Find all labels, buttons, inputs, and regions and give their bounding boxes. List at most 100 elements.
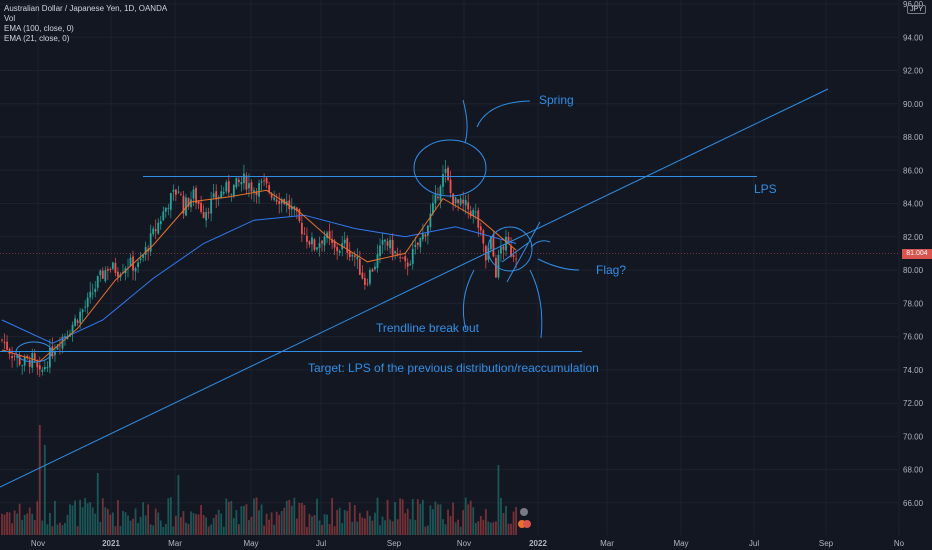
candle-body — [33, 353, 36, 361]
candle-body — [515, 258, 517, 260]
volume-bar — [404, 513, 407, 535]
candle-body — [394, 251, 397, 254]
volume-bar — [71, 505, 74, 535]
volume-bar — [295, 518, 298, 535]
volume-bar — [182, 511, 185, 535]
ema-100-label[interactable]: EMA (100, close, 0) — [4, 24, 74, 33]
candle-body — [220, 191, 223, 198]
volume-bar — [406, 508, 409, 535]
volume-bar — [142, 502, 145, 535]
candle-body — [278, 201, 281, 205]
volume-bar — [424, 526, 427, 535]
volume-bar — [275, 511, 278, 535]
candle-body — [411, 248, 414, 264]
candle-body — [240, 182, 243, 185]
flag-pointer-curve-2 — [530, 240, 551, 248]
volume-bar — [306, 526, 308, 535]
price-tick-label: 72.00 — [903, 399, 924, 408]
volume-bar — [195, 514, 197, 535]
candle-body — [28, 359, 31, 367]
volume-bar — [416, 499, 419, 535]
trendline-label: Trendline break out — [376, 321, 480, 335]
candle-body — [16, 355, 19, 358]
candle-body — [331, 239, 334, 243]
volume-bars — [1, 425, 517, 535]
volume-bar — [484, 509, 487, 535]
volume-bar — [217, 509, 220, 535]
volume-bar — [376, 497, 379, 535]
volume-bar — [288, 499, 291, 535]
candle-body — [215, 191, 218, 200]
volume-bar — [18, 503, 21, 535]
volume-bar — [235, 510, 238, 535]
time-tick-label: Jul — [316, 539, 326, 548]
volume-bar — [132, 518, 134, 535]
price-axis[interactable]: 96.00 94.00 92.00 90.00 88.00 86.00 84.00 82.00… — [903, 0, 924, 508]
volume-bar — [437, 504, 439, 535]
volume-bar — [394, 502, 397, 535]
volume-bar — [111, 512, 114, 535]
volume-bar — [245, 504, 248, 535]
volume-bar — [104, 507, 107, 535]
ema-line — [1, 214, 517, 344]
volume-bar — [293, 497, 296, 535]
volume-bar — [237, 524, 240, 535]
volume-bar — [1, 513, 3, 535]
symbol-title[interactable]: Australian Dollar / Japanese Yen, 1D, OA… — [4, 4, 168, 13]
volume-bar — [220, 513, 223, 535]
vol-label[interactable]: Vol — [4, 14, 16, 23]
candle-body — [401, 257, 404, 259]
price-tick-label: 96.00 — [903, 0, 924, 9]
ema-21-label[interactable]: EMA (21, close, 0) — [4, 34, 70, 43]
candle-body — [101, 270, 104, 279]
volume-bar — [122, 510, 124, 535]
candle-body — [452, 193, 454, 205]
volume-bar — [439, 504, 442, 535]
volume-bar — [338, 507, 341, 535]
volume-bar — [510, 523, 512, 535]
candle-body — [369, 269, 371, 284]
volume-bar — [172, 526, 175, 535]
candle-body — [328, 231, 331, 239]
candle-body — [154, 229, 157, 232]
volume-bar — [489, 522, 492, 535]
candle-body — [99, 270, 102, 276]
volume-bar — [11, 523, 13, 535]
candle-body — [333, 240, 336, 248]
event-icons[interactable] — [518, 508, 531, 528]
volume-bar — [56, 524, 59, 535]
candle-body — [293, 206, 296, 210]
candle-body — [437, 196, 439, 199]
candle-body — [280, 198, 283, 204]
candle-body — [510, 245, 512, 257]
volume-bar — [164, 524, 167, 535]
candle-body — [117, 271, 119, 277]
candle-body — [409, 263, 412, 266]
volume-bar — [507, 523, 510, 535]
candle-body — [43, 367, 46, 370]
candle-body — [195, 187, 197, 204]
event-icon — [523, 520, 531, 528]
candle-body — [11, 356, 13, 359]
volume-bar — [323, 514, 326, 535]
volume-bar — [316, 498, 318, 535]
volume-bar — [117, 499, 119, 535]
currency-badge[interactable]: JPY — [907, 5, 926, 14]
candlesticks — [1, 159, 517, 377]
candle-body — [26, 355, 29, 358]
time-tick-label: Jul — [749, 539, 759, 548]
candle-body — [185, 197, 187, 216]
candle-body — [157, 222, 160, 234]
volume-bar — [109, 514, 112, 535]
current-price-tag: 81.004 — [902, 249, 932, 259]
time-axis[interactable]: Nov 2021 Mar May Jul Sep Nov 2022 Mar May Jul Sep No — [31, 539, 905, 548]
volume-bar — [479, 516, 482, 535]
candle-body — [313, 239, 316, 250]
volume-bar — [361, 517, 364, 535]
flag-line-upper — [501, 242, 529, 263]
candle-body — [76, 320, 79, 323]
rising-trendline — [0, 88, 829, 488]
candle-body — [462, 199, 465, 204]
candle-body — [346, 238, 349, 253]
